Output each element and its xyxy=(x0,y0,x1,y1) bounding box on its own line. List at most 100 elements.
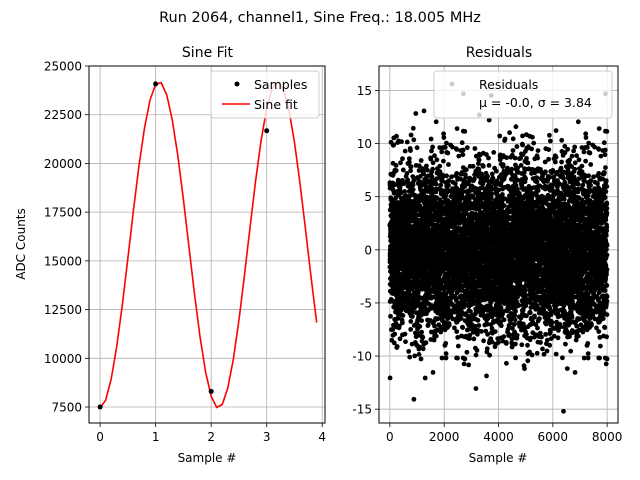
residual-point xyxy=(438,329,444,335)
residual-point xyxy=(514,144,520,149)
residual-point xyxy=(505,165,510,171)
residual-point xyxy=(511,322,517,327)
residual-point xyxy=(406,349,412,354)
residual-point xyxy=(491,150,497,155)
residuals-title: Residuals xyxy=(466,45,532,61)
residual-point xyxy=(393,163,399,168)
residual-point xyxy=(487,352,492,358)
residual-point xyxy=(476,157,482,163)
residual-point xyxy=(513,124,519,130)
residual-point xyxy=(460,152,466,158)
residual-point xyxy=(411,137,417,143)
residual-point xyxy=(486,155,491,161)
sine-fit-x-tick-label: 1 xyxy=(152,430,160,444)
residual-point xyxy=(404,171,410,176)
residual-point xyxy=(430,144,435,150)
residual-point xyxy=(417,324,423,329)
residual-point xyxy=(411,178,417,183)
residual-point xyxy=(502,136,508,142)
sample-point xyxy=(97,404,103,410)
sine-fit-xlabel: Sample # xyxy=(178,451,237,465)
residual-point xyxy=(494,168,499,174)
sine-fit-y-tick-label: 7500 xyxy=(51,401,82,415)
residual-point xyxy=(484,373,489,379)
residual-point xyxy=(442,145,448,150)
residual-point xyxy=(407,354,413,360)
residual-point xyxy=(434,176,440,182)
residual-point xyxy=(454,171,460,176)
residual-point xyxy=(405,177,411,183)
residual-point xyxy=(388,313,393,319)
residual-point xyxy=(454,329,460,334)
residual-point xyxy=(408,164,414,170)
legend-sine-fit-label: Sine fit xyxy=(254,97,298,112)
residuals-panel: Residuals 0 2000 4000 6000 8000-15-10-505101… xyxy=(352,45,622,465)
residual-point xyxy=(507,130,512,136)
residual-point xyxy=(510,148,516,153)
residual-point xyxy=(489,171,495,177)
residual-point xyxy=(397,336,403,342)
residual-point xyxy=(433,333,439,339)
sine-fit-panel: Sine Fit 0 1 2 3 475001000012500150001750020… xyxy=(14,45,326,465)
residual-point xyxy=(408,132,414,138)
residual-point xyxy=(400,320,405,326)
residual-point xyxy=(402,148,408,154)
residual-point xyxy=(411,396,417,402)
residual-point xyxy=(466,362,471,368)
residual-point xyxy=(387,264,393,270)
residual-point xyxy=(431,337,437,343)
residual-point xyxy=(399,139,404,145)
residual-point xyxy=(410,182,416,188)
sine-fit-line xyxy=(99,80,318,409)
residual-point xyxy=(512,317,518,323)
residual-point xyxy=(406,156,412,162)
residual-point xyxy=(513,341,518,347)
residual-point xyxy=(496,340,501,345)
residual-point xyxy=(490,175,496,181)
residual-point xyxy=(421,108,427,114)
residual-point xyxy=(518,163,524,168)
residual-point xyxy=(392,331,398,337)
residual-point xyxy=(418,158,424,163)
residual-point xyxy=(438,182,444,188)
sine-fit-grid xyxy=(89,65,325,423)
residual-point xyxy=(471,336,477,342)
figure-suptitle: Run 2064, channel1, Sine Freq.: 18.005 M… xyxy=(159,10,481,26)
residual-point xyxy=(462,356,468,362)
residual-point xyxy=(400,167,406,173)
residual-point xyxy=(417,203,423,209)
residual-point xyxy=(478,329,484,334)
residual-point xyxy=(393,168,399,173)
residual-point xyxy=(443,351,449,356)
legend-samples-marker xyxy=(234,81,240,87)
residual-point xyxy=(430,166,435,172)
residual-point xyxy=(455,343,461,349)
residual-point xyxy=(394,133,399,139)
residual-point xyxy=(504,360,509,366)
residual-point xyxy=(422,375,428,381)
sine-fit-y-tick-label: 25000 xyxy=(44,60,82,74)
residual-point xyxy=(452,181,458,187)
residual-point xyxy=(498,323,504,329)
residual-point xyxy=(512,155,518,161)
residual-point xyxy=(492,329,498,334)
residual-point xyxy=(400,313,406,318)
residual-point xyxy=(512,313,518,318)
residual-point xyxy=(390,327,396,332)
residual-point xyxy=(394,344,400,349)
residual-point xyxy=(396,323,402,329)
residual-point xyxy=(432,153,437,159)
residual-point xyxy=(513,355,518,361)
sine-fit-y-tick-label: 15000 xyxy=(44,254,82,268)
residual-point xyxy=(445,150,451,156)
residual-point xyxy=(420,335,426,340)
residual-point xyxy=(425,322,431,328)
residual-point xyxy=(402,331,408,337)
sample-point xyxy=(153,81,159,87)
residual-point xyxy=(481,338,486,344)
residual-point xyxy=(454,126,460,131)
residual-point xyxy=(410,174,416,180)
residual-point xyxy=(419,329,424,335)
residual-point xyxy=(472,146,478,151)
residual-point xyxy=(474,348,480,353)
